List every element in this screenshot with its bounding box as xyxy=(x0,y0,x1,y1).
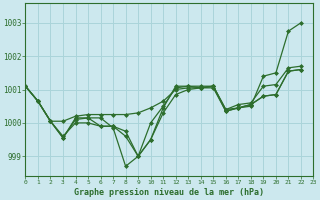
X-axis label: Graphe pression niveau de la mer (hPa): Graphe pression niveau de la mer (hPa) xyxy=(75,188,264,197)
